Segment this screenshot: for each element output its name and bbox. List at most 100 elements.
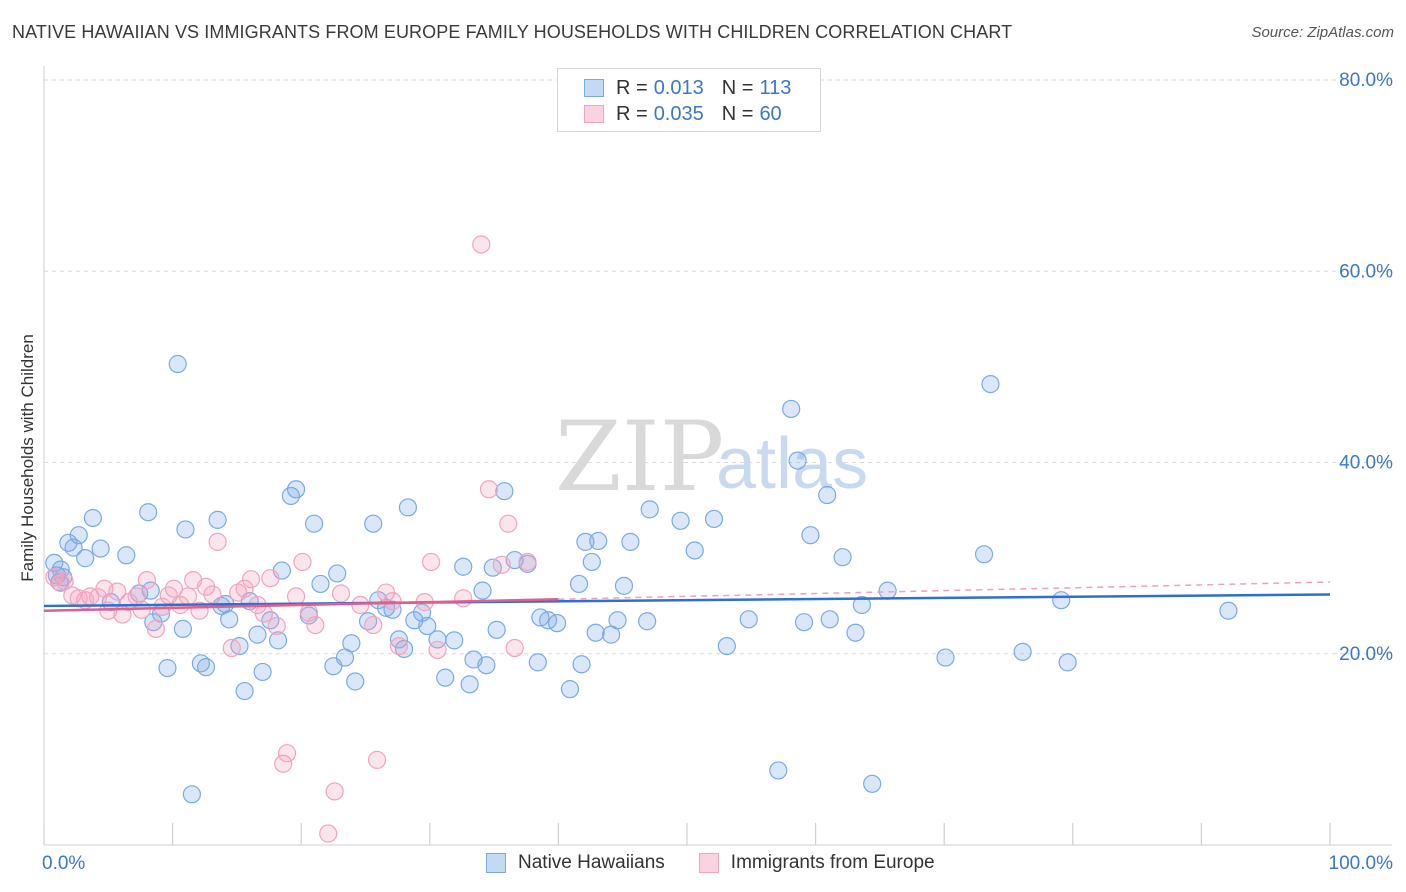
point-native-hawaiian [69, 526, 88, 545]
point-native-hawaiian [846, 623, 865, 642]
watermark-zip: ZIP [555, 401, 724, 513]
trend-lines [43, 581, 1331, 612]
point-native-hawaiian [389, 630, 409, 649]
point-native-hawaiian [394, 639, 414, 659]
series-label-immigrants-europe: Immigrants from Europe [730, 852, 935, 873]
legend-n-label: N = [721, 76, 754, 99]
point-native-hawaiian [487, 620, 506, 639]
point-native-hawaiian [286, 480, 306, 499]
point-immigrant-europe [325, 782, 344, 801]
point-immigrant-europe [479, 480, 499, 499]
point-native-hawaiian [220, 610, 239, 629]
point-immigrant-europe [492, 555, 511, 574]
x-tick-label: 0.0% [42, 853, 85, 874]
point-immigrant-europe [505, 638, 524, 658]
point-native-hawaiian [717, 636, 736, 656]
point-native-hawaiian [589, 531, 608, 551]
legend-row-native-hawaiians: R = 0.013 N = 113 [584, 76, 791, 100]
point-native-hawaiian [818, 485, 837, 505]
y-axis-label: Family Households with Children [18, 334, 37, 582]
point-immigrant-europe [235, 579, 254, 598]
point-native-hawaiian [638, 612, 657, 631]
point-native-hawaiian [782, 399, 801, 419]
point-immigrant-europe [55, 571, 74, 591]
point-native-hawaiian [208, 510, 227, 529]
correlation-legend: R = 0.013 N = 113 R = 0.035 N = 60 [557, 68, 821, 132]
series-swatch-blue [486, 853, 506, 873]
watermark-atlas: atlas [716, 424, 868, 504]
point-native-hawaiian [304, 514, 324, 533]
point-native-hawaiian [528, 653, 547, 672]
point-immigrant-europe [203, 585, 222, 604]
point-native-hawaiian [328, 564, 347, 583]
point-native-hawaiian [685, 541, 704, 560]
point-native-hawaiian [196, 658, 216, 677]
x-tick-label: 100.0% [1329, 853, 1394, 874]
series-legend-native-hawaiians: Native Hawaiians [486, 852, 665, 874]
point-native-hawaiian [1058, 653, 1077, 672]
point-native-hawaiian [1013, 642, 1032, 661]
point-native-hawaiian [569, 574, 589, 594]
point-immigrant-europe [364, 615, 383, 635]
point-immigrant-europe [261, 569, 280, 588]
point-native-hawaiian [974, 545, 994, 564]
point-immigrant-europe [208, 532, 227, 551]
x-tick-labels: 0.0% 100.0% [42, 853, 1393, 874]
point-native-hawaiian [117, 546, 136, 565]
point-native-hawaiian [412, 603, 432, 622]
point-native-hawaiian [182, 785, 201, 804]
point-native-hawaiian [794, 613, 814, 632]
point-immigrant-europe [331, 584, 351, 603]
legend-swatch-blue [584, 79, 604, 97]
point-immigrant-europe [293, 552, 312, 572]
data-points [45, 235, 1238, 843]
point-native-hawaiian [176, 520, 195, 539]
point-native-hawaiian [548, 614, 567, 633]
y-tick-label: 20.0% [1339, 644, 1393, 665]
point-native-hawaiian [621, 532, 640, 551]
point-native-hawaiian [576, 532, 595, 551]
point-immigrant-europe [319, 824, 338, 843]
point-immigrant-europe [267, 616, 286, 636]
point-immigrant-europe [367, 750, 387, 769]
series-label-native-hawaiians: Native Hawaiians [518, 852, 665, 873]
point-native-hawaiian [863, 774, 882, 793]
point-immigrant-europe [389, 636, 409, 656]
point-native-hawaiian [788, 451, 807, 470]
point-immigrant-europe [222, 638, 241, 658]
y-tick-label: 60.0% [1339, 261, 1393, 282]
series-legend: Native Hawaiians Immigrants from Europe [486, 852, 969, 874]
point-immigrant-europe [274, 754, 293, 773]
legend-swatch-pink [584, 105, 604, 123]
point-native-hawaiian [248, 625, 267, 644]
point-native-hawaiian [572, 655, 591, 674]
trend-line-immigrants-dashed [558, 581, 1331, 600]
point-immigrant-europe [428, 640, 447, 660]
point-immigrant-europe [277, 744, 297, 763]
point-native-hawaiian [268, 631, 288, 650]
point-immigrant-europe [164, 579, 183, 598]
point-native-hawaiian [436, 668, 455, 687]
point-native-hawaiian [158, 658, 177, 678]
point-native-hawaiian [346, 672, 365, 691]
point-native-hawaiian [398, 498, 418, 517]
point-immigrant-europe [472, 235, 491, 254]
y-tick-labels: 20.0% 40.0% 60.0% 80.0% [1339, 70, 1393, 665]
chart-title: NATIVE HAWAIIAN VS IMMIGRANTS FROM EUROP… [12, 22, 1013, 42]
point-native-hawaiian [139, 503, 158, 522]
point-native-hawaiian [704, 509, 724, 529]
point-immigrant-europe [108, 582, 127, 601]
point-native-hawaiian [878, 581, 897, 600]
point-native-hawaiian [91, 539, 110, 558]
point-immigrant-europe [137, 571, 156, 590]
point-native-hawaiian [364, 514, 383, 533]
point-immigrant-europe [286, 587, 306, 606]
point-native-hawaiian [833, 548, 852, 567]
point-immigrant-europe [146, 619, 165, 638]
point-native-hawaiian [586, 623, 605, 642]
watermark: ZIP atlas [555, 401, 868, 513]
point-native-hawaiian [235, 681, 254, 701]
point-native-hawaiian [852, 595, 871, 615]
legend-r-value: 0.013 [653, 76, 704, 99]
